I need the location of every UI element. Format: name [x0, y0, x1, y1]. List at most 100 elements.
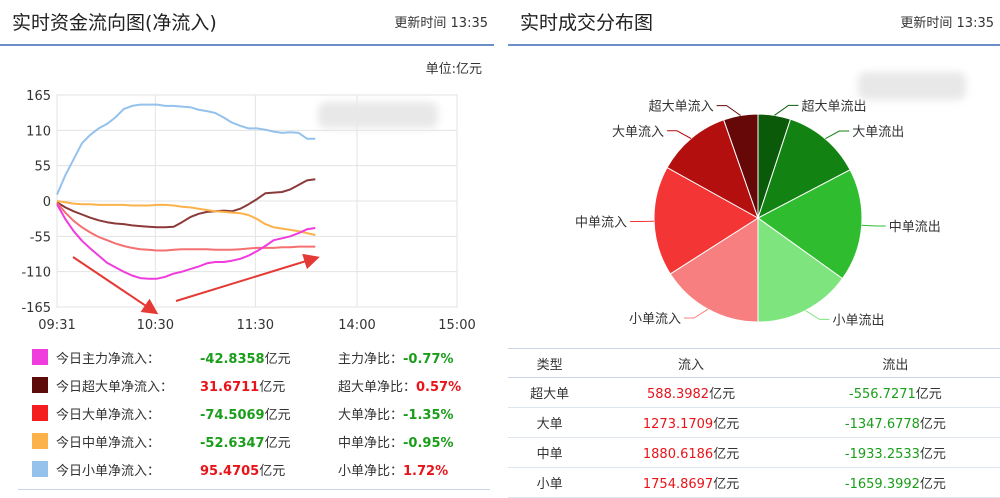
series-line-mid	[56, 200, 316, 236]
legend-value-mid: -52.6347亿元	[200, 432, 291, 451]
row-in-value: 588.3982	[647, 387, 710, 402]
row-type: 小单	[508, 467, 592, 498]
legend-row-super: 今日超大单净流入： 31.6711亿元 超大单净比：0.57%	[32, 371, 482, 399]
legend-value-large: -74.5069亿元	[200, 404, 291, 423]
fund-flow-line-chart: 165 110 55 0 -55 -110 -165 09:31 10:30 11:30 14:00…	[21, 89, 475, 333]
y-tick-label: 110	[26, 124, 51, 139]
legend-row-small: 今日小单净流入： 95.4705亿元 小单净比：1.72%	[32, 455, 482, 483]
legend-value-mid-number: -52.6347	[200, 436, 265, 451]
table-header-out: 流出	[790, 348, 1000, 378]
row-out: -556.7271亿元	[790, 377, 1000, 408]
legend-value-super-number: 31.6711	[200, 380, 260, 395]
legend-swatch-large	[32, 405, 48, 421]
pie-leader-line	[805, 310, 830, 320]
pie-leader-line	[716, 105, 741, 116]
x-tick-label: 14:00	[338, 318, 375, 333]
series-line-large	[56, 202, 316, 252]
row-in-value: 1273.1709	[642, 417, 714, 432]
legend-bottom-divider	[18, 489, 490, 490]
row-in-value: 1880.6186	[642, 447, 714, 462]
legend-ratio-mid-value: -0.95%	[403, 436, 454, 451]
row-in: 1880.6186亿元	[591, 437, 791, 468]
legend-value-small: 95.4705亿元	[200, 460, 285, 479]
row-out-value: -1933.2533	[844, 447, 920, 462]
x-tick-label: 09:31	[38, 318, 75, 333]
distribution-table: 类型 流入 流出 超大单 588.3982亿元 -556.7271亿元 大单 1…	[508, 348, 1000, 498]
legend-value-super: 31.6711亿元	[200, 376, 285, 395]
row-in: 1273.1709亿元	[591, 407, 791, 438]
row-in-unit: 亿元	[713, 447, 740, 462]
pie-slice	[669, 217, 759, 323]
series-line-super	[56, 178, 316, 229]
row-in: 588.3982亿元	[591, 377, 791, 408]
row-out-unit: 亿元	[919, 447, 946, 462]
table-row: 超大单 588.3982亿元 -556.7271亿元	[508, 377, 1000, 408]
row-type: 超大单	[508, 377, 592, 408]
legend-ratio-super: 超大单净比：0.57%	[338, 376, 461, 395]
x-tick-label: 10:30	[137, 318, 174, 333]
row-out: -1347.6778亿元	[790, 407, 1000, 438]
legend-value-large-number: -74.5069	[200, 408, 265, 423]
pie-slice-label: 超大单流入	[649, 100, 714, 115]
unit-label: 单位:亿元	[425, 62, 482, 77]
pie-slice-label: 大单流出	[852, 125, 904, 140]
y-tick-label: 55	[34, 160, 51, 175]
row-type: 中单	[508, 437, 592, 468]
legend-swatch-super	[32, 377, 48, 393]
distribution-update-time: 更新时间 13:35	[900, 16, 994, 31]
pie-slice-label: 大单流入	[612, 125, 664, 140]
legend-value-small-number: 95.4705	[200, 464, 260, 479]
distribution-header: 实时成交分布图 更新时间 13:35	[508, 0, 1000, 46]
pie-slice-label: 超大单流出	[802, 99, 867, 114]
row-out-unit: 亿元	[919, 417, 946, 432]
legend-ratio-mid: 中单净比：-0.95%	[338, 432, 454, 451]
blurred-watermark	[318, 102, 438, 128]
row-in-unit: 亿元	[713, 417, 740, 432]
pie-slice-label: 中单流出	[889, 220, 941, 235]
pie-slice	[653, 166, 759, 275]
pie-leader-line	[684, 308, 709, 319]
row-in: 1754.8697亿元	[591, 467, 791, 498]
legend-ratio-large: 大单净比：-1.35%	[338, 404, 454, 423]
table-header-type: 类型	[508, 348, 592, 378]
row-in-value: 1754.8697	[642, 477, 714, 492]
row-out-unit: 亿元	[915, 387, 942, 402]
legend-value-mid-unit: 亿元	[264, 436, 291, 451]
legend-ratio-large-value: -1.35%	[403, 408, 454, 423]
legend-ratio-large-label: 大单净比：	[338, 408, 404, 423]
legend-ratio-super-label: 超大单净比：	[338, 380, 417, 395]
pie-slice	[723, 113, 759, 219]
fund-flow-panel: 实时资金流向图(净流入) 更新时间 13:35 单位:亿元 165 110 55 0 -…	[0, 0, 494, 498]
annotation-arrow-down	[72, 256, 159, 315]
pie-slice-label: 中单流入	[575, 216, 627, 231]
pie-slice-label: 小单流入	[629, 312, 681, 327]
y-tick-label: 0	[43, 195, 51, 210]
y-tick-label: -110	[21, 266, 51, 281]
fund-flow-legend: 今日主力净流入： -42.8358亿元 主力净比：-0.77% 今日超大单净流入…	[32, 343, 482, 483]
y-tick-label: 165	[26, 89, 51, 104]
legend-value-main-unit: 亿元	[264, 352, 291, 367]
pie-leader-line	[825, 130, 850, 140]
distribution-title: 实时成交分布图	[520, 12, 654, 34]
legend-value-main: -42.8358亿元	[200, 348, 291, 367]
legend-row-large: 今日大单净流入： -74.5069亿元 大单净比：-1.35%	[32, 399, 482, 427]
legend-swatch-mid	[32, 433, 48, 449]
table-header-in: 流入	[591, 348, 791, 378]
legend-value-main-number: -42.8358	[200, 352, 265, 367]
fund-flow-title: 实时资金流向图(净流入)	[12, 12, 217, 34]
pie-leader-line	[861, 224, 886, 227]
y-tick-label: -55	[30, 230, 51, 245]
legend-ratio-small-value: 1.72%	[403, 464, 449, 479]
legend-ratio-main-value: -0.77%	[403, 352, 454, 367]
pie-slice	[757, 118, 851, 220]
legend-name-small: 今日小单净流入：	[56, 464, 161, 479]
fund-flow-header: 实时资金流向图(净流入) 更新时间 13:35	[0, 0, 494, 46]
blurred-watermark-right	[858, 72, 966, 100]
legend-name-main: 今日主力净流入：	[56, 352, 161, 367]
row-out-value: -1659.3992	[844, 477, 920, 492]
pie-leader-line	[667, 130, 692, 139]
table-row: 中单 1880.6186亿元 -1933.2533亿元	[508, 437, 1000, 468]
row-type: 大单	[508, 407, 592, 438]
table-row: 小单 1754.8697亿元 -1659.3992亿元	[508, 467, 1000, 498]
